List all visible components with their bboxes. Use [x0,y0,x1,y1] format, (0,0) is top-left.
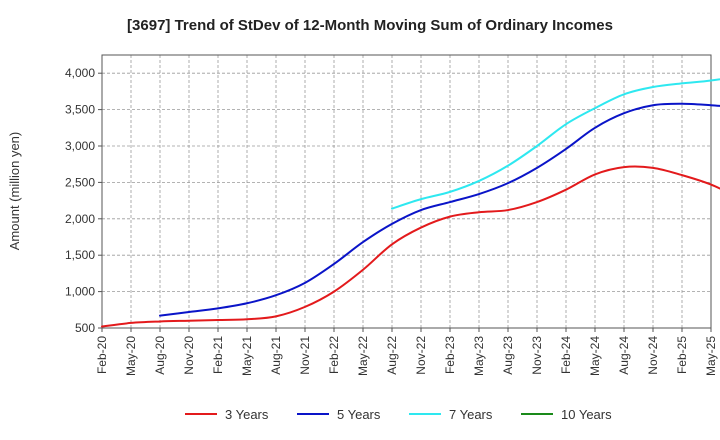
y-tick-label: 2,500 [65,175,95,189]
y-tick-label: 1,000 [65,285,95,299]
x-tick-label: Feb-22 [327,336,341,374]
y-axis-ticks: 500 1,000 1,500 2,000 2,500 3,000 3,500 4,000 [65,66,102,335]
chart-title: [3697] Trend of StDev of 12-Month Moving… [127,17,613,34]
y-tick-label: 1,500 [65,248,95,262]
series-line-3-years [101,165,720,328]
y-tick-label: 3,500 [65,103,95,117]
series-line-7-years [391,78,720,210]
x-tick-label: Aug-23 [501,336,515,375]
legend-label-3-years: 3 Years [225,407,269,422]
legend-label-7-years: 7 Years [449,407,493,422]
x-tick-label: Aug-21 [269,336,283,375]
x-tick-label: May-21 [240,336,254,376]
legend-label-5-years: 5 Years [337,407,381,422]
x-tick-label: Nov-21 [298,336,312,375]
series-line-5-years [159,102,720,317]
x-tick-label: Feb-21 [211,336,225,374]
x-tick-label: May-25 [704,336,718,376]
x-tick-label: Nov-24 [646,336,660,375]
x-tick-label: May-23 [472,336,486,376]
x-tick-label: May-20 [124,336,138,376]
x-tick-label: Aug-20 [153,336,167,375]
series-lines [101,78,720,328]
y-tick-label: 500 [75,321,95,335]
grid [101,55,712,329]
y-axis-label: Amount (million yen) [7,132,22,251]
legend-label-10-years: 10 Years [561,407,612,422]
legend: 3 Years 5 Years 7 Years 10 Years [185,407,612,422]
y-tick-label: 3,000 [65,139,95,153]
plot-frame [101,54,712,329]
x-tick-label: Feb-25 [675,336,689,374]
x-tick-label: Feb-20 [95,336,109,374]
x-tick-label: Nov-20 [182,336,196,375]
y-tick-label: 4,000 [65,66,95,80]
x-axis-ticks: Feb-20 May-20 Aug-20 Nov-20 Feb-21 May-21 Aug-… [95,328,718,376]
x-tick-label: May-24 [588,336,602,376]
y-tick-label: 2,000 [65,212,95,226]
x-tick-label: May-22 [356,336,370,376]
x-tick-label: Nov-22 [414,336,428,375]
x-tick-label: Feb-23 [443,336,457,374]
x-tick-label: Aug-24 [617,336,631,375]
x-tick-label: Aug-22 [385,336,399,375]
x-tick-label: Nov-23 [530,336,544,375]
x-tick-label: Feb-24 [559,336,573,374]
